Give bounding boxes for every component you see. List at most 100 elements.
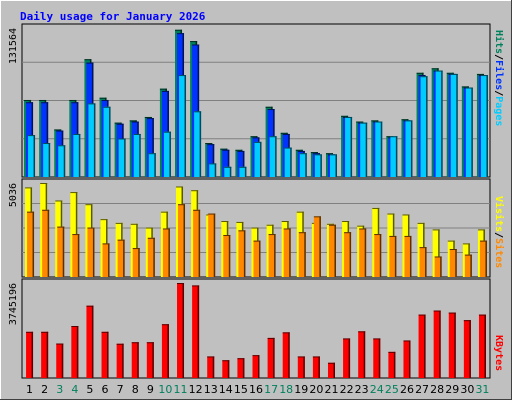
panel-kbytes: 3745196	[8, 278, 491, 379]
bar-fill	[390, 136, 398, 177]
bar-kbytes-day-2	[41, 331, 49, 378]
bar-top-edge	[42, 209, 50, 211]
legend-item-hits: Hits	[493, 30, 505, 54]
bar-top-edge	[161, 90, 169, 92]
bar-kbytes-day-25	[388, 351, 396, 378]
bar-kbytes-day-20	[312, 356, 320, 378]
bar-pages-day-15	[239, 166, 247, 177]
bar-top-edge	[28, 135, 36, 137]
bar-top-edge	[310, 152, 318, 154]
bar-pages-day-1	[28, 135, 36, 177]
bar-sites-day-24	[374, 234, 382, 277]
panel-max-label: 131564	[8, 28, 19, 64]
bar-fill	[73, 133, 81, 177]
bar-top-edge	[144, 116, 152, 118]
bar-top-edge	[146, 342, 154, 344]
bar-fill	[420, 76, 428, 177]
bar-top-edge	[85, 204, 93, 206]
bar-fill	[254, 141, 262, 177]
bar-top-edge	[208, 213, 216, 215]
bar-pages-day-5	[88, 103, 96, 177]
bar-fill	[252, 355, 260, 378]
bar-fill	[86, 305, 94, 378]
bar-kbytes-day-12	[192, 285, 200, 378]
bar-pages-day-25	[390, 136, 398, 177]
bar-fill	[328, 224, 336, 277]
day-label-24: 24	[370, 383, 384, 396]
bar-pages-day-14	[224, 166, 232, 177]
bar-top-edge	[265, 106, 273, 108]
bar-top-edge	[418, 75, 426, 77]
bar-fill	[222, 360, 230, 378]
bar-pages-day-3	[58, 145, 66, 177]
bar-top-edge	[133, 133, 141, 135]
bar-shadow	[228, 235, 231, 277]
bar-files-day-15	[237, 150, 245, 177]
bar-top-edge	[268, 234, 276, 236]
bar-fill	[194, 111, 202, 177]
bar-top-edge	[341, 115, 349, 117]
bar-fill	[193, 209, 201, 277]
bar-kbytes-day-4	[71, 326, 79, 378]
bar-fill	[27, 211, 35, 277]
bar-top-edge	[297, 150, 305, 152]
bar-fill	[480, 75, 488, 177]
bar-top-edge	[345, 116, 353, 118]
bar-shadow	[485, 240, 487, 277]
bar-fill	[224, 166, 232, 177]
bar-sites-day-30	[464, 254, 472, 277]
bar-shadow	[169, 131, 171, 177]
bar-shadow	[318, 356, 320, 378]
bar-pages-day-16	[254, 141, 262, 177]
bar-files-day-9	[146, 118, 154, 177]
bar-kbytes-day-11	[177, 283, 185, 378]
bar-fill	[314, 154, 322, 177]
bar-fill	[162, 228, 170, 277]
bar-shadow	[48, 143, 51, 177]
day-label-20: 20	[309, 383, 323, 396]
bar-sites-day-13	[208, 213, 216, 277]
bar-fill	[179, 75, 187, 177]
bar-shadow	[426, 76, 428, 177]
bar-top-edge	[146, 118, 154, 120]
bar-fill	[161, 324, 169, 378]
bar-top-edge	[40, 183, 48, 184]
bar-fill	[117, 239, 125, 277]
bar-fill	[297, 356, 305, 378]
day-label-16: 16	[249, 383, 263, 396]
bar-kbytes-day-16	[252, 355, 260, 378]
bar-top-edge	[250, 136, 258, 138]
bar-top-edge	[358, 331, 366, 333]
bar-fill	[312, 356, 320, 378]
bar-top-edge	[403, 340, 411, 342]
bar-shadow	[438, 229, 440, 277]
bar-shadow	[47, 209, 50, 277]
bar-fill	[148, 153, 156, 177]
bar-top-edge	[267, 337, 275, 339]
bar-pages-day-10	[163, 131, 171, 177]
bar-shadow	[33, 135, 36, 177]
bar-fill	[208, 213, 216, 277]
legend-item-slash: /	[493, 90, 504, 96]
bar-shadow	[183, 204, 186, 277]
bar-top-edge	[101, 99, 109, 101]
bar-fill	[71, 326, 79, 378]
bar-shadow	[335, 154, 337, 177]
bar-top-edge	[43, 143, 51, 145]
bar-top-edge	[462, 243, 470, 245]
day-label-30: 30	[460, 383, 474, 396]
bar-shadow	[139, 133, 141, 177]
bar-top-edge	[464, 254, 472, 256]
bar-files-day-14	[222, 149, 230, 177]
bar-files-day-12	[192, 44, 200, 178]
bar-fill	[57, 226, 65, 277]
bar-kbytes-day-8	[131, 342, 139, 378]
day-label-13: 13	[204, 383, 218, 396]
bar-fill	[178, 204, 186, 277]
day-label-11: 11	[174, 383, 188, 396]
bar-fill	[222, 149, 230, 177]
bar-pages-day-7	[118, 138, 126, 177]
bar-top-edge	[72, 234, 80, 236]
